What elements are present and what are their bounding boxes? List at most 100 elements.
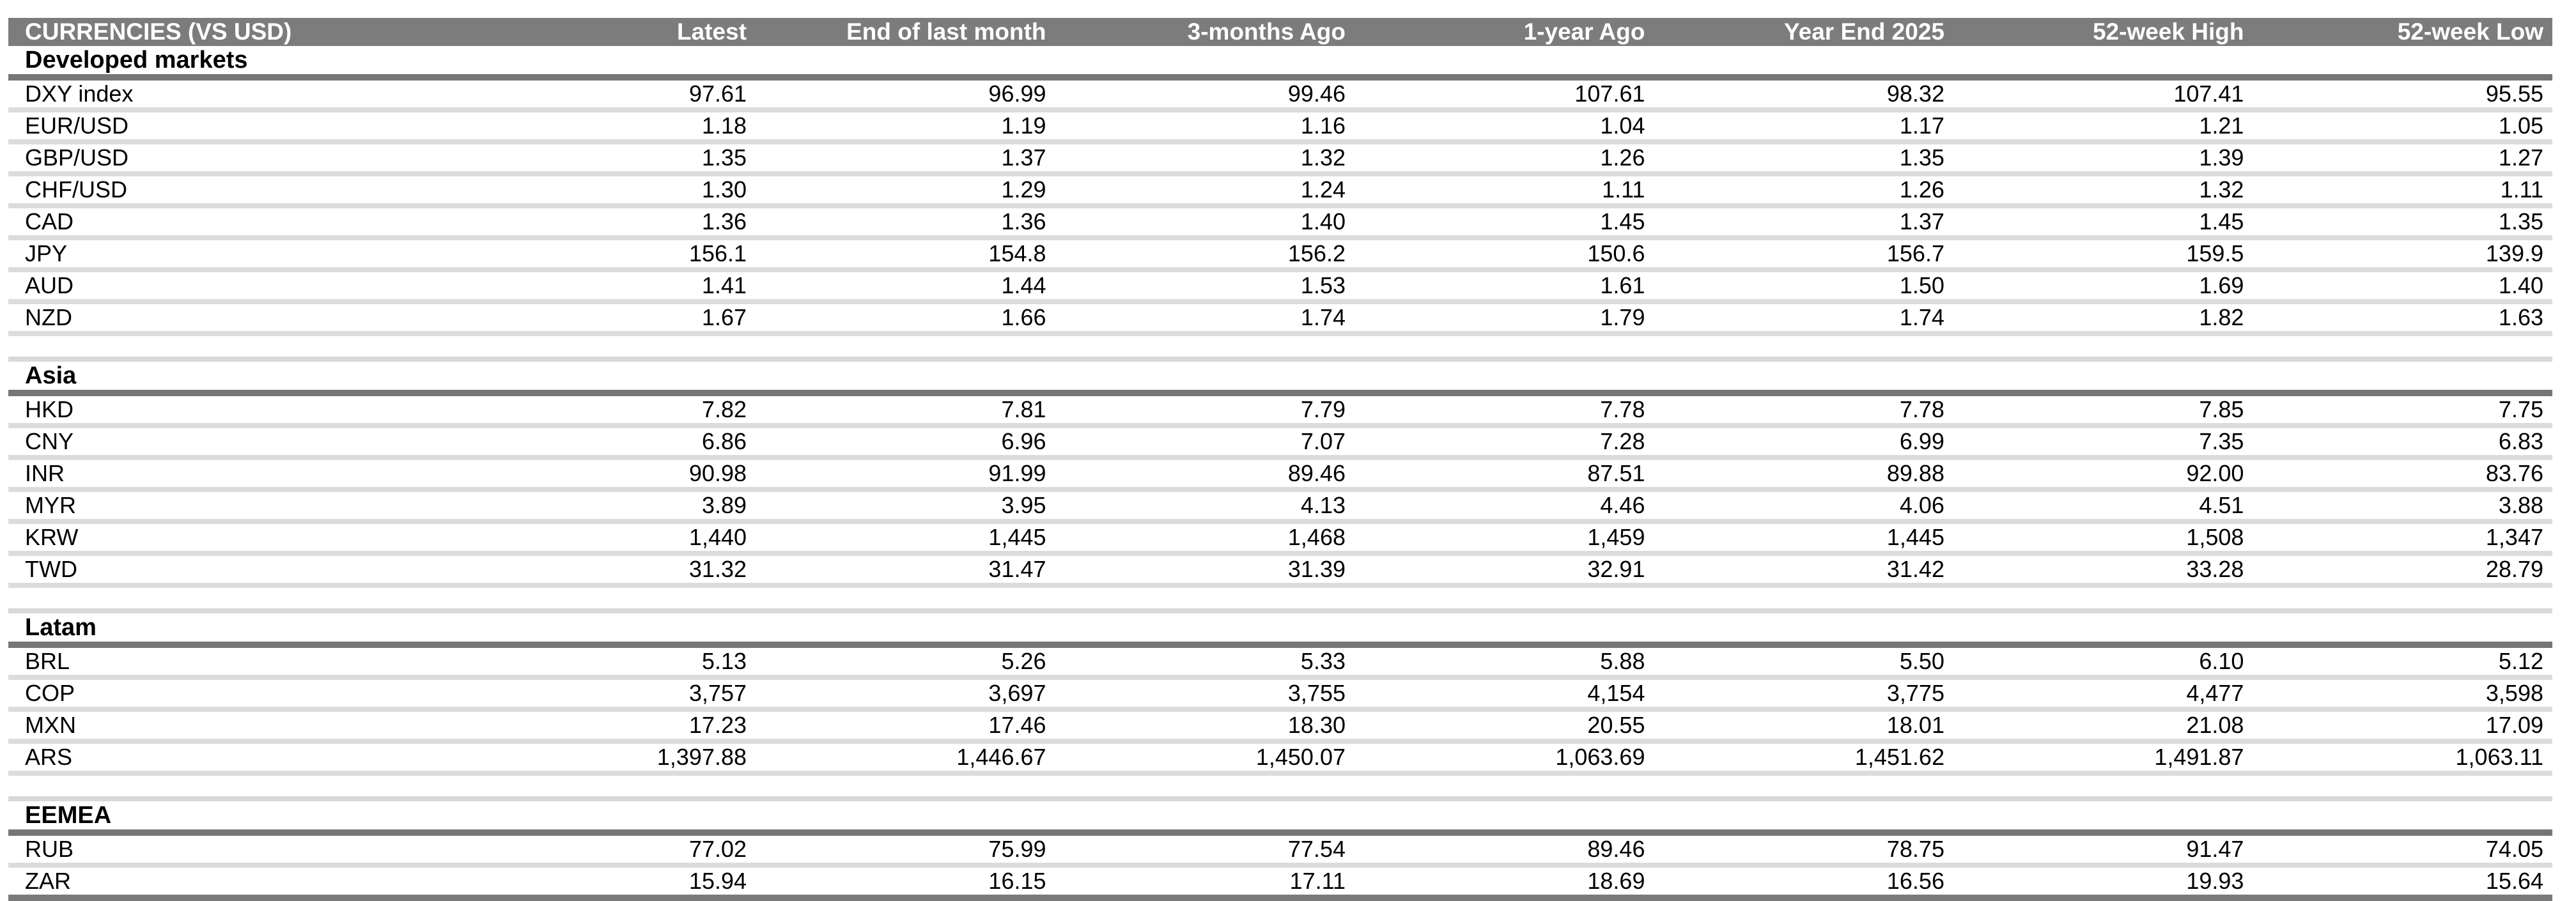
value-cell-year-end-2025: 1.26 <box>1654 174 1953 208</box>
value-cell-latest: 1.36 <box>456 206 756 240</box>
value-cell-1-year-ago: 7.28 <box>1354 426 1654 460</box>
value-cell-end-of-last-month: 154.8 <box>756 238 1055 272</box>
value-cell-1-year-ago: 1.26 <box>1354 142 1654 176</box>
currency-label-cell: NZD <box>8 302 456 336</box>
section-title: Developed markets <box>8 46 2552 81</box>
currency-label-cell: JPY <box>8 238 456 272</box>
section-header-row-eemea: EEMEA <box>8 796 2552 836</box>
value-cell-3-months-ago: 1.53 <box>1055 270 1354 304</box>
value-cell-latest: 1,440 <box>456 521 756 556</box>
value-cell-52-week-high: 4,477 <box>1953 677 2253 712</box>
value-cell-3-months-ago: 1.32 <box>1055 142 1354 176</box>
value-cell-52-week-high: 159.5 <box>1953 238 2253 272</box>
value-cell-end-of-last-month: 91.99 <box>756 458 1055 492</box>
section-spacer-cell <box>8 334 2552 359</box>
value-cell-3-months-ago: 1.74 <box>1055 302 1354 336</box>
currency-label-cell: COP <box>8 677 456 712</box>
value-cell-52-week-high: 1,508 <box>1953 521 2253 556</box>
section-header-row-latam: Latam <box>8 608 2552 648</box>
value-cell-latest: 1.30 <box>456 174 756 208</box>
value-cell-latest: 77.02 <box>456 833 756 868</box>
value-cell-1-year-ago: 1,459 <box>1354 521 1654 556</box>
value-cell-52-week-high: 1.45 <box>1953 206 2253 240</box>
table-row-eur-usd: EUR/USD 1.18 1.19 1.16 1.04 1.17 1.21 1.05 <box>8 110 2552 144</box>
value-cell-latest: 156.1 <box>456 238 756 272</box>
value-cell-end-of-last-month: 1,445 <box>756 521 1055 556</box>
value-cell-52-week-low: 1.40 <box>2253 270 2552 304</box>
value-cell-1-year-ago: 150.6 <box>1354 238 1654 272</box>
value-cell-year-end-2025: 78.75 <box>1654 833 1953 868</box>
section-spacer <box>8 585 2552 611</box>
value-cell-52-week-high: 1.69 <box>1953 270 2253 304</box>
value-cell-3-months-ago: 156.2 <box>1055 238 1354 272</box>
value-cell-52-week-low: 28.79 <box>2253 553 2552 588</box>
value-cell-52-week-high: 91.47 <box>1953 833 2253 868</box>
table-row-mxn: MXN 17.23 17.46 18.30 20.55 18.01 21.08 17.09 <box>8 709 2552 744</box>
currency-label-cell: CNY <box>8 426 456 460</box>
value-cell-52-week-high: 4.51 <box>1953 489 2253 524</box>
value-cell-latest: 7.82 <box>456 393 756 428</box>
value-cell-end-of-last-month: 6.96 <box>756 426 1055 460</box>
value-cell-52-week-high: 6.10 <box>1953 645 2253 680</box>
table-row-inr: INR 90.98 91.99 89.46 87.51 89.88 92.00 83.76 <box>8 458 2552 492</box>
value-cell-1-year-ago: 1.11 <box>1354 174 1654 208</box>
value-cell-end-of-last-month: 1.19 <box>756 110 1055 144</box>
value-cell-end-of-last-month: 31.47 <box>756 553 1055 588</box>
table-row-myr: MYR 3.89 3.95 4.13 4.46 4.06 4.51 3.88 <box>8 489 2552 524</box>
section-title: EEMEA <box>8 796 2552 836</box>
value-cell-latest: 17.23 <box>456 709 756 744</box>
currencies-table: CURRENCIES (VS USD) Latest End of last mon… <box>8 18 2552 901</box>
column-header-3-months-ago: 3-months Ago <box>1055 18 1354 46</box>
value-cell-52-week-high: 1.32 <box>1953 174 2253 208</box>
value-cell-1-year-ago: 4.46 <box>1354 489 1654 524</box>
currency-label-cell: RUB <box>8 833 456 868</box>
value-cell-latest: 97.61 <box>456 77 756 112</box>
value-cell-52-week-low: 74.05 <box>2253 833 2552 868</box>
value-cell-3-months-ago: 1.40 <box>1055 206 1354 240</box>
currency-label-cell: ZAR <box>8 865 456 901</box>
value-cell-52-week-low: 1.35 <box>2253 206 2552 240</box>
currency-label-cell: GBP/USD <box>8 142 456 176</box>
currency-label-cell: KRW <box>8 521 456 556</box>
value-cell-52-week-low: 15.64 <box>2253 865 2552 901</box>
value-cell-latest: 3.89 <box>456 489 756 524</box>
value-cell-1-year-ago: 87.51 <box>1354 458 1654 492</box>
table-row-zar: ZAR 15.94 16.15 17.11 18.69 16.56 19.93 15.64 <box>8 865 2552 901</box>
value-cell-end-of-last-month: 17.46 <box>756 709 1055 744</box>
section-header-row-asia: Asia <box>8 357 2552 396</box>
value-cell-year-end-2025: 16.56 <box>1654 865 1953 901</box>
value-cell-3-months-ago: 7.79 <box>1055 393 1354 428</box>
value-cell-3-months-ago: 1.16 <box>1055 110 1354 144</box>
value-cell-latest: 1.35 <box>456 142 756 176</box>
value-cell-52-week-high: 33.28 <box>1953 553 2253 588</box>
value-cell-end-of-last-month: 5.26 <box>756 645 1055 680</box>
value-cell-end-of-last-month: 1.37 <box>756 142 1055 176</box>
table-row-ars: ARS 1,397.88 1,446.67 1,450.07 1,063.69 1,451… <box>8 741 2552 776</box>
value-cell-latest: 3,757 <box>456 677 756 712</box>
fx-rates-page: CURRENCIES (VS USD) Latest End of last mon… <box>8 18 2552 901</box>
value-cell-latest: 5.13 <box>456 645 756 680</box>
value-cell-52-week-low: 7.75 <box>2253 393 2552 428</box>
value-cell-end-of-last-month: 1.44 <box>756 270 1055 304</box>
value-cell-52-week-low: 5.12 <box>2253 645 2552 680</box>
value-cell-1-year-ago: 18.69 <box>1354 865 1654 901</box>
value-cell-52-week-low: 1,347 <box>2253 521 2552 556</box>
value-cell-52-week-high: 1.21 <box>1953 110 2253 144</box>
value-cell-3-months-ago: 18.30 <box>1055 709 1354 744</box>
value-cell-3-months-ago: 1,450.07 <box>1055 741 1354 776</box>
value-cell-latest: 90.98 <box>456 458 756 492</box>
value-cell-52-week-low: 3,598 <box>2253 677 2552 712</box>
value-cell-end-of-last-month: 1.29 <box>756 174 1055 208</box>
table-row-twd: TWD 31.32 31.47 31.39 32.91 31.42 33.28 28.79 <box>8 553 2552 588</box>
value-cell-1-year-ago: 7.78 <box>1354 393 1654 428</box>
value-cell-end-of-last-month: 1.66 <box>756 302 1055 336</box>
value-cell-1-year-ago: 1.04 <box>1354 110 1654 144</box>
value-cell-end-of-last-month: 3.95 <box>756 489 1055 524</box>
value-cell-52-week-high: 92.00 <box>1953 458 2253 492</box>
value-cell-52-week-high: 19.93 <box>1953 865 2253 901</box>
table-row-cop: COP 3,757 3,697 3,755 4,154 3,775 4,477 3,598 <box>8 677 2552 712</box>
currency-label-cell: EUR/USD <box>8 110 456 144</box>
value-cell-latest: 31.32 <box>456 553 756 588</box>
table-row-aud: AUD 1.41 1.44 1.53 1.61 1.50 1.69 1.40 <box>8 270 2552 304</box>
section-title: Latam <box>8 608 2552 648</box>
